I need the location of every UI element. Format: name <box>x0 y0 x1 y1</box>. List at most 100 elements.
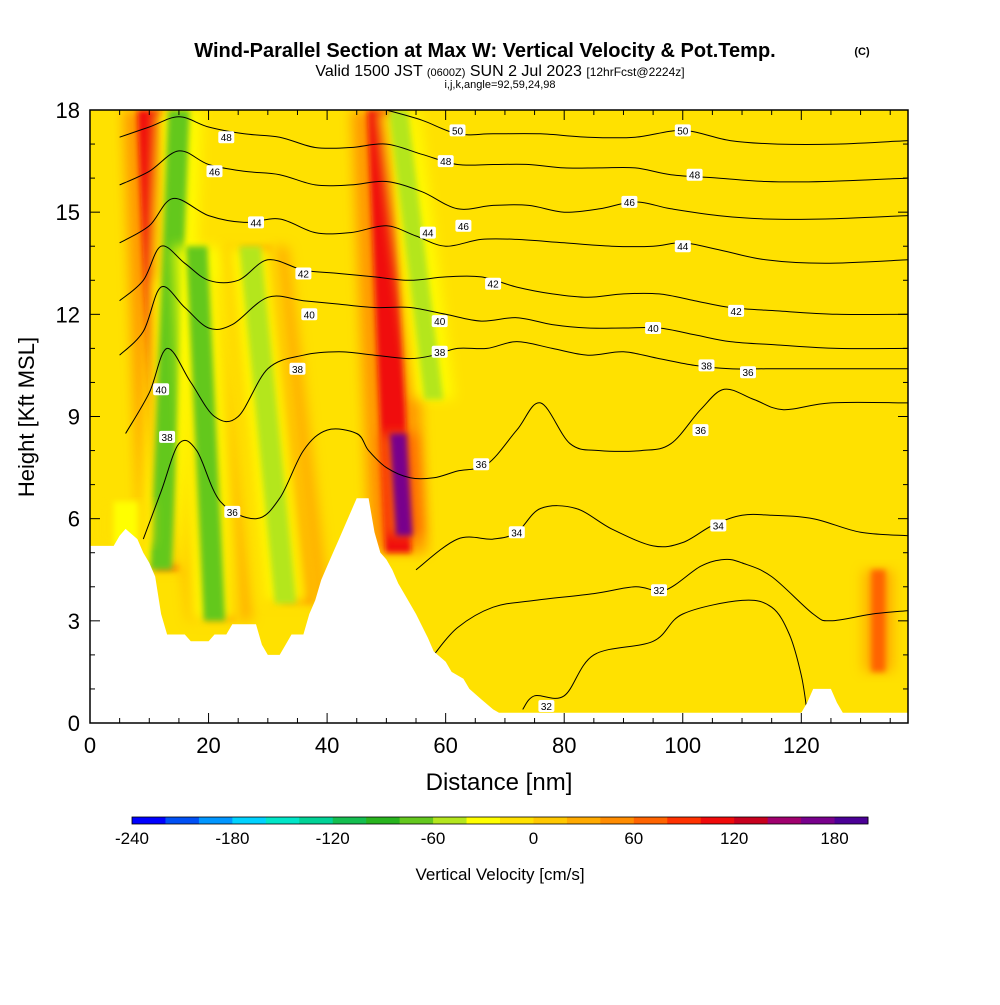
isentrope-label-bg <box>431 345 448 358</box>
isentrope-label-text: 36 <box>227 508 239 519</box>
colorbar-frame <box>131 816 869 825</box>
colorbar-segment <box>265 817 300 824</box>
isentrope-label-bg <box>674 240 691 253</box>
colorbar-segment <box>667 817 702 824</box>
isentrope-label-text: 36 <box>476 460 488 471</box>
isentrope-label-text: 46 <box>624 198 636 209</box>
y-axis-label: Height [Kft MSL] <box>14 337 39 497</box>
chart-title: Wind-Parallel Section at Max W: Vertical… <box>194 40 775 62</box>
colorbar-segment <box>500 817 534 824</box>
colorbar-segment <box>399 817 434 824</box>
isentrope-label-text: 38 <box>434 348 446 359</box>
isentrope-label-text: 46 <box>458 222 470 233</box>
y-tick-label: 18 <box>56 98 80 123</box>
isentrope-label-bg <box>710 519 727 532</box>
isentrope-label-text: 40 <box>156 385 168 396</box>
subtitle-date: SUN 2 Jul 2023 <box>470 63 582 80</box>
isentrope-label-text: 42 <box>298 270 310 281</box>
isentrope-label-text: 34 <box>713 522 725 533</box>
isentrope-label-bg <box>686 168 703 181</box>
colorbar-segment <box>132 817 166 824</box>
colorbar-tick-label: 60 <box>624 829 643 848</box>
colorbar-segment <box>232 817 267 824</box>
x-axis: 0 20 40 60 80 100 120 <box>84 110 891 758</box>
isentrope-label-text: 40 <box>304 310 316 321</box>
colorbar-segment <box>198 817 233 824</box>
isentrope-label: 40 <box>153 383 170 396</box>
y-tick-label: 12 <box>56 302 80 327</box>
isentrope-label: 48 <box>686 168 703 182</box>
colorbar-segment <box>700 817 735 824</box>
isentrope-label-bg <box>224 505 241 518</box>
isentrope-label-bg <box>740 366 756 379</box>
isentrope-label: 36 <box>692 424 709 437</box>
subtitle-utc: (0600Z) <box>427 67 466 79</box>
isentrope-label-text: 48 <box>221 133 233 144</box>
colorbar-tick-label: -60 <box>421 829 446 848</box>
colorbar-segment <box>466 817 501 824</box>
chart-subtitle: Valid 1500 JST (0600Z) SUN 2 Jul 2023 [1… <box>315 63 684 80</box>
title-mark: (C) <box>854 46 870 58</box>
velocity-shading <box>99 110 895 672</box>
isentrope-label-text: 42 <box>488 280 500 291</box>
isentrope-label-bg <box>159 430 176 443</box>
colorbar-label: Vertical Velocity [cm/s] <box>415 865 584 884</box>
isentrope-label-bg <box>248 216 264 229</box>
isentrope-label-text: 44 <box>677 242 689 253</box>
isentrope-labels: 32 32 34 36 38 40 42 44 46 48 50 48 46 44 42 40 38 40 38 36… <box>153 124 756 713</box>
isentrope-44 <box>119 197 908 264</box>
isentrope-label: 48 <box>218 131 235 144</box>
isentrope-label-bg <box>455 219 472 232</box>
isentrope-label-bg <box>449 124 466 137</box>
isentrope-label: 40 <box>431 315 448 328</box>
x-tick-label: 80 <box>552 733 576 758</box>
isentrope-label-text: 34 <box>511 528 523 539</box>
isentrope-label-bg <box>674 124 691 137</box>
isentrope-label: 44 <box>248 216 264 229</box>
y-tick-label: 6 <box>68 507 80 532</box>
isentrope-label-text: 32 <box>653 586 665 597</box>
isentrope-label: 50 <box>674 124 691 137</box>
colorbar-tick-labels: -240 -180 -120 -60 0 60 120 180 <box>115 829 849 848</box>
isentrope-label-bg <box>621 195 638 208</box>
colorbar-tick-label: -120 <box>316 829 350 848</box>
isentrope-label-bg <box>698 359 715 372</box>
colorbar-segment <box>533 817 568 824</box>
isentrope-label-text: 48 <box>440 157 452 168</box>
terrain-mask <box>90 498 908 723</box>
isentrope-label: 46 <box>206 165 223 178</box>
x-tick-label: 100 <box>664 733 701 758</box>
isentrope-label: 44 <box>419 226 436 240</box>
downdraft-core <box>186 246 226 621</box>
isentrope-label-text: 50 <box>452 126 464 137</box>
isentrope-label-bg <box>301 308 318 321</box>
x-tick-label: 0 <box>84 733 96 758</box>
colorbar <box>131 816 869 825</box>
y-tick-label: 15 <box>56 200 80 225</box>
isentrope-label: 36 <box>740 366 756 379</box>
isentrope-label-text: 42 <box>731 307 743 318</box>
isentrope-label: 38 <box>698 359 715 372</box>
colorbar-segment <box>165 817 200 824</box>
isentrope-label: 42 <box>728 304 745 318</box>
isentrope-32 <box>522 599 808 713</box>
colorbar-segment <box>366 817 401 824</box>
isentrope-label-text: 38 <box>701 361 713 372</box>
colorbar-segment <box>834 817 869 824</box>
colorbar-segment <box>332 817 367 824</box>
isentrope-48 <box>119 116 908 183</box>
colorbar-segment <box>633 817 668 824</box>
isentrope-label-bg <box>437 155 454 168</box>
colorbar-segment <box>767 817 802 824</box>
isentrope-label: 38 <box>289 362 306 376</box>
colorbar-segment <box>600 817 635 824</box>
isentrope-38 <box>125 341 908 434</box>
isentrope-label: 38 <box>431 345 448 359</box>
colorbar-tick-label: 0 <box>529 829 538 848</box>
isentrope-label: 46 <box>621 195 638 209</box>
isentrope-label-bg <box>473 458 490 471</box>
isentrope-label-text: 32 <box>541 702 553 713</box>
isentrope-label-bg <box>508 526 525 539</box>
downdraft-core <box>388 110 444 400</box>
colorbar-segment <box>433 817 468 824</box>
